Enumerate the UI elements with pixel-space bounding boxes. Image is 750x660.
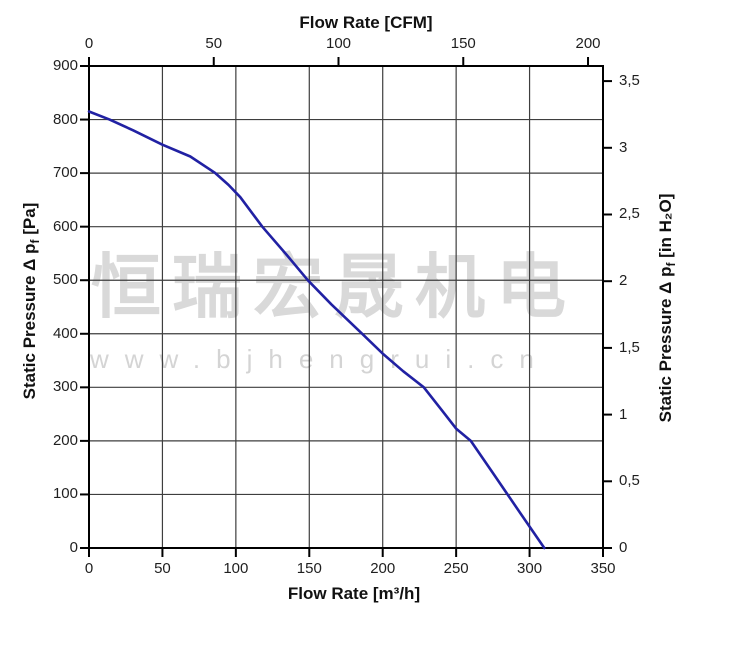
bottom-tick-label: 200: [370, 560, 396, 577]
left-axis-title-sub: f: [28, 239, 43, 244]
left-tick-label: 500: [52, 271, 78, 289]
pressure-flow-curve: [87, 110, 546, 550]
left-tick-label: 700: [52, 164, 78, 182]
bottom-tick-label: 50: [154, 560, 171, 577]
bottom-tick-label: 300: [517, 560, 543, 577]
left-tick-label: 100: [52, 485, 78, 503]
right-tick-label: 0: [619, 539, 628, 556]
right-tick-label: 3,5: [619, 72, 640, 90]
top-tick-label: 200: [575, 35, 601, 52]
watermark-url-text: www.bjhengrui.cn: [90, 344, 550, 374]
watermark-brand-text: 恒瑞宏晟机电: [91, 248, 577, 326]
left-tick-label: 600: [52, 217, 78, 235]
top-tick-label: 50: [205, 35, 223, 52]
right-tick-label: 1: [619, 405, 628, 423]
left-tick-label: 0: [69, 539, 78, 556]
plot-border: [88, 65, 604, 549]
top-axis-title: Flow Rate [CFM]: [299, 13, 433, 32]
bottom-tick-label: 100: [223, 560, 249, 577]
right-axis-title: Static Pressure Δ pf [in H₂O]: [656, 194, 678, 423]
left-axis-title-pre: Static Pressure Δ p: [19, 243, 39, 400]
right-tick-label: 2,5: [619, 205, 640, 223]
right-tick-label: 1,5: [619, 338, 640, 356]
bottom-axis-title: Flow Rate [m³/h]: [287, 584, 421, 603]
right-tick-label: 0,5: [619, 472, 640, 490]
top-tick-label: 0: [84, 35, 94, 52]
left-tick-label: 300: [52, 378, 78, 396]
left-tick-label: 900: [52, 57, 78, 74]
left-tick-label: 800: [52, 110, 78, 128]
bottom-tick-label: 350: [590, 560, 616, 577]
right-axis-title-post: [in H₂O]: [655, 193, 675, 263]
left-tick-label: 400: [52, 324, 78, 342]
bottom-tick-label: 0: [84, 560, 94, 577]
right-tick-label: 3: [619, 138, 628, 156]
left-tick-label: 200: [52, 431, 78, 449]
top-tick-label: 150: [450, 35, 476, 52]
right-axis-title-sub: f: [664, 262, 679, 267]
bottom-tick-label: 150: [296, 560, 322, 577]
bottom-tick-label: 250: [443, 560, 469, 577]
right-tick-label: 2: [619, 272, 628, 290]
top-tick-label: 100: [325, 35, 352, 52]
